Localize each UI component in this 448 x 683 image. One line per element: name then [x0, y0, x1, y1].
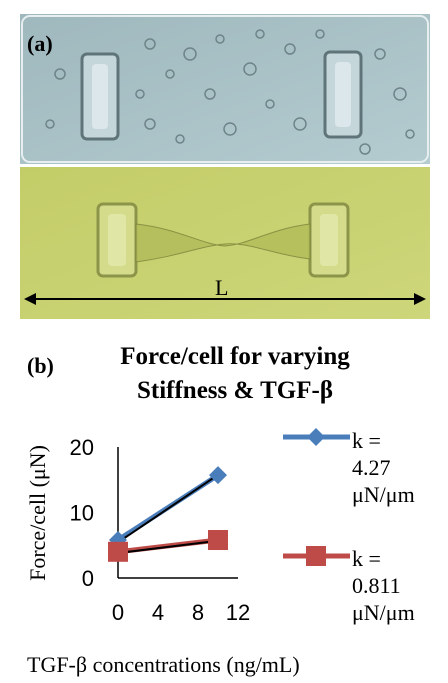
- panel-label-a: (a): [27, 31, 53, 56]
- legend-marker-diamond: [307, 428, 325, 446]
- chart-title-line-1: Force/cell for varying: [120, 343, 350, 370]
- chart-title: Force/cell for varying Stiffness & TGF-β: [70, 340, 400, 408]
- panel-label-b: (b): [27, 353, 54, 378]
- cells-scattered: [45, 29, 415, 155]
- x-tick-label: 8: [192, 600, 204, 625]
- x-tick-label: 12: [226, 600, 250, 625]
- trendline-1: [119, 475, 217, 542]
- x-axis-label: TGF-β concentrations (ng/mL): [27, 652, 300, 677]
- legend-1-line-3: μN/μm: [352, 482, 415, 507]
- legend-2-line-3: μN/μm: [352, 600, 415, 625]
- bottom-image-background: [20, 167, 430, 319]
- y-tick-label: 0: [82, 566, 94, 591]
- y-axis-label: Force/cell (μN): [25, 445, 50, 581]
- legend-entry-2: k = 0.811 μN/μm: [352, 545, 415, 626]
- y-tick-label: 20: [70, 435, 94, 460]
- trendline-2: [119, 540, 217, 554]
- legend-2-line-2: 0.811: [352, 573, 401, 598]
- x-tick-label: 4: [152, 600, 164, 625]
- data-point-square: [108, 541, 128, 562]
- x-tick-label: 0: [112, 600, 124, 625]
- legend-marker-square: [306, 546, 326, 566]
- legend-1-line-2: 4.27: [352, 455, 391, 480]
- cell-tissue-band: [135, 223, 311, 263]
- y-tick-label: 10: [70, 501, 94, 526]
- chart-title-line-2: Stiffness & TGF-β: [136, 377, 334, 404]
- microscope-image-panel: [20, 14, 430, 319]
- data-point-diamond: [209, 466, 227, 485]
- legend-2-line-1: k =: [352, 546, 381, 571]
- length-label: L: [215, 275, 229, 300]
- microscope-images: [20, 14, 430, 319]
- legend-1-line-1: k =: [352, 428, 381, 453]
- legend-entry-1: k = 4.27 μN/μm: [352, 427, 415, 508]
- data-point-square: [208, 530, 228, 551]
